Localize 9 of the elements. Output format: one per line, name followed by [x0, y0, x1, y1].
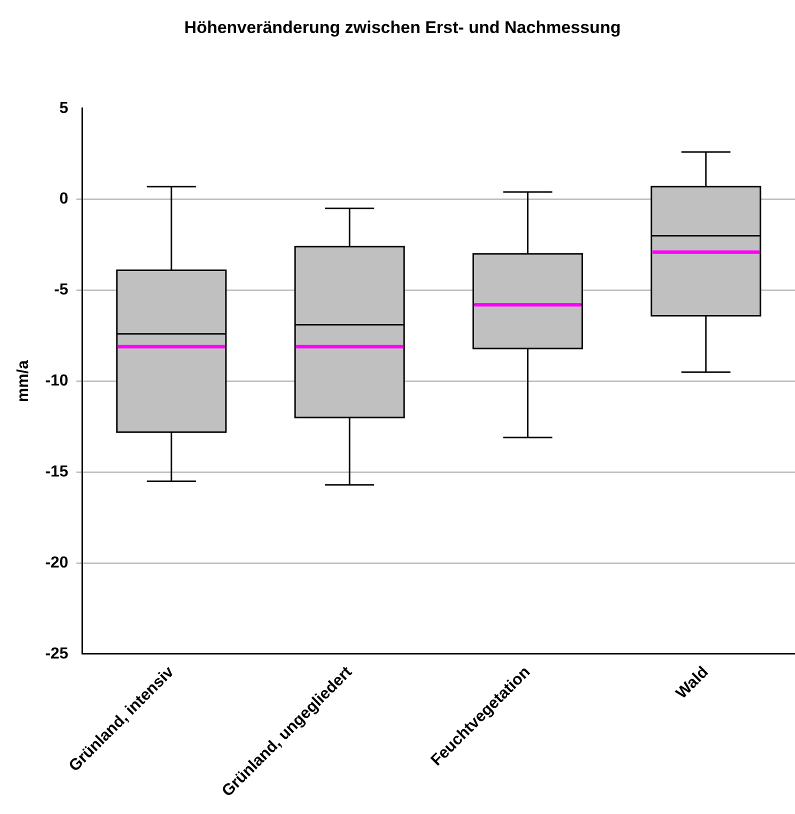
chart-title: Höhenveränderung zwischen Erst- und Nachmessung — [184, 18, 621, 37]
y-tick-label: 0 — [59, 190, 68, 208]
y-axis-title: mm/a — [15, 360, 32, 402]
y-tick-label: -25 — [45, 645, 68, 662]
y-tick-label: -10 — [45, 372, 68, 390]
y-tick-label: -5 — [54, 282, 68, 299]
y-tick-label: 5 — [59, 100, 68, 117]
y-tick-label: -15 — [45, 464, 68, 481]
y-tick-label: -20 — [45, 554, 68, 572]
